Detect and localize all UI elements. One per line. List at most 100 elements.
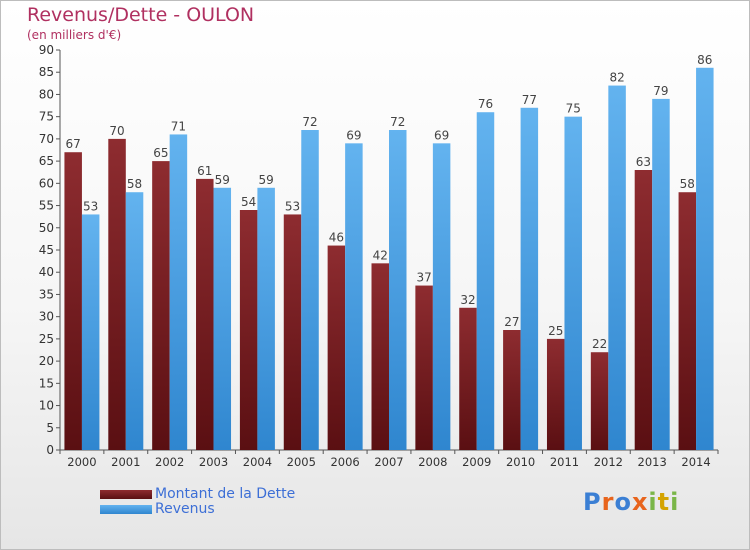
data-label-dette: 67	[66, 137, 81, 151]
bar-dette	[64, 152, 82, 450]
data-label-revenus: 79	[653, 84, 668, 98]
data-label-dette: 65	[153, 146, 168, 160]
data-label-revenus: 72	[390, 115, 405, 129]
bar-revenus	[389, 130, 407, 450]
data-label-dette: 70	[109, 124, 124, 138]
y-tick-label: 75	[39, 110, 54, 124]
bar-dette	[371, 263, 389, 450]
bar-revenus	[345, 143, 363, 451]
proxiti-logo: Proxiti	[583, 488, 680, 516]
x-tick-label: 2007	[374, 455, 403, 469]
bar-revenus	[432, 143, 451, 451]
y-tick-label: 0	[46, 443, 54, 457]
data-label-dette: 32	[460, 293, 475, 307]
x-tick-label: 2005	[287, 455, 316, 469]
x-tick-label: 2001	[111, 455, 140, 469]
bar-revenus	[520, 107, 539, 451]
y-tick-label: 40	[39, 265, 54, 279]
data-label-dette: 53	[285, 199, 300, 213]
bar-dette	[239, 210, 258, 450]
bar-dette	[283, 214, 302, 450]
data-label-revenus: 69	[434, 128, 449, 142]
bar-dette	[634, 170, 653, 450]
data-label-revenus: 86	[697, 53, 712, 67]
y-tick-label: 70	[39, 132, 54, 146]
bar-revenus	[257, 187, 275, 450]
legend-swatch-revenus	[100, 505, 152, 514]
data-label-revenus: 59	[215, 173, 230, 187]
bar-revenus	[301, 130, 319, 450]
x-tick-label: 2009	[462, 455, 491, 469]
y-tick-label: 45	[39, 243, 54, 257]
y-tick-label: 15	[39, 376, 54, 390]
bars	[64, 67, 714, 451]
y-tick-label: 55	[39, 199, 54, 213]
x-tick-label: 2004	[243, 455, 272, 469]
x-tick-label: 2012	[594, 455, 623, 469]
data-label-dette: 22	[592, 337, 607, 351]
bar-revenus	[213, 187, 232, 450]
data-label-revenus: 72	[302, 115, 317, 129]
data-label-revenus: 75	[566, 102, 581, 116]
data-label-dette: 27	[504, 315, 519, 329]
x-tick-label: 2006	[330, 455, 359, 469]
data-label-revenus: 76	[478, 97, 493, 111]
bar-revenus	[696, 67, 714, 451]
bar-revenus	[81, 214, 100, 450]
bar-dette	[459, 307, 477, 450]
bar-revenus	[169, 134, 188, 450]
data-labels: 6753705865716159545953724669427237693276…	[66, 53, 713, 351]
y-tick-label: 30	[39, 310, 54, 324]
bar-dette	[327, 245, 346, 450]
bar-revenus	[652, 98, 670, 450]
y-tick-label: 80	[39, 87, 54, 101]
x-tick-label: 2014	[681, 455, 710, 469]
data-label-dette: 58	[680, 177, 695, 191]
bar-dette	[415, 285, 433, 450]
data-label-revenus: 58	[127, 177, 142, 191]
chart-subtitle: (en milliers d'€)	[27, 28, 122, 42]
data-label-dette: 25	[548, 324, 563, 338]
axes: 0 5 10 15 20 25 30 35 40 45 50 55 60 65 70 75 80 85 90 2000…	[39, 43, 719, 469]
x-tick-label: 2002	[155, 455, 184, 469]
data-label-dette: 42	[373, 248, 388, 262]
data-label-dette: 63	[636, 155, 651, 169]
data-label-dette: 61	[197, 164, 212, 178]
bar-revenus	[476, 112, 495, 450]
legend-label-debt: Montant de la Dette	[155, 486, 296, 502]
bar-dette	[590, 352, 609, 450]
y-tick-label: 65	[39, 154, 54, 168]
data-label-revenus: 59	[259, 173, 274, 187]
y-tick-label: 85	[39, 65, 54, 79]
x-tick-label: 2008	[418, 455, 447, 469]
bar-revenus	[125, 192, 144, 450]
bar-dette	[546, 338, 565, 450]
y-tick-label: 25	[39, 332, 54, 346]
data-label-revenus: 71	[171, 119, 186, 133]
chart-title: Revenus/Dette - OULON	[27, 4, 255, 26]
bar-revenus	[564, 116, 582, 451]
bar-dette	[503, 330, 521, 450]
x-tick-label: 2003	[199, 455, 228, 469]
data-label-revenus: 77	[522, 93, 537, 107]
x-tick-label: 2013	[638, 455, 667, 469]
y-tick-label: 10	[39, 399, 54, 413]
y-tick-label: 20	[39, 354, 54, 368]
y-tick-label: 5	[46, 421, 54, 435]
bar-dette	[152, 161, 170, 450]
legend-swatch-debt	[100, 490, 152, 499]
bar-dette	[108, 138, 126, 450]
bar-dette	[196, 178, 214, 450]
data-label-revenus: 82	[609, 71, 624, 85]
bar-dette	[678, 192, 697, 450]
y-tick-label: 60	[39, 176, 54, 190]
y-tick-label: 35	[39, 287, 54, 301]
x-tick-label: 2011	[550, 455, 579, 469]
x-tick-label: 2010	[506, 455, 535, 469]
bar-revenus	[608, 85, 626, 451]
x-tick-label: 2000	[67, 455, 96, 469]
legend-label-revenus: Revenus	[155, 501, 215, 517]
y-tick-label: 90	[39, 43, 54, 57]
data-label-dette: 46	[329, 231, 344, 245]
